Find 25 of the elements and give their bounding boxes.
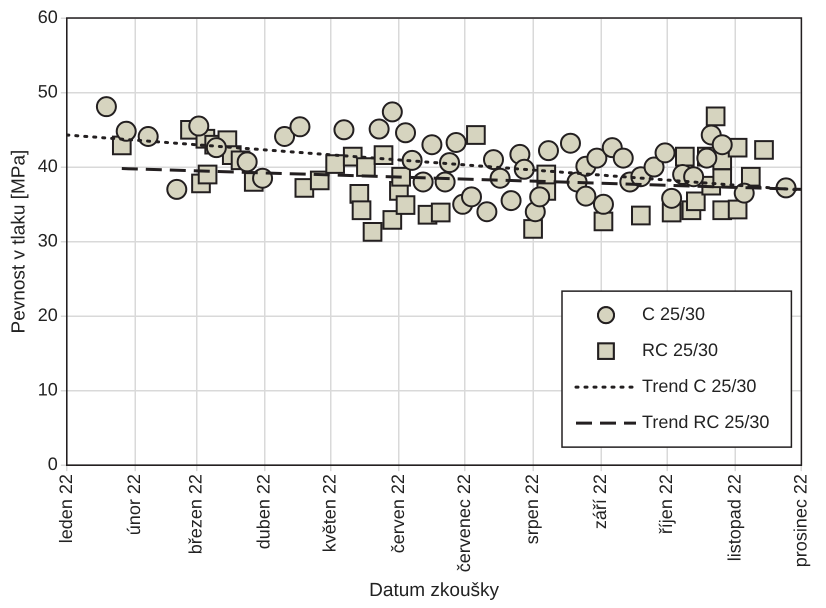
y-tick-label: 40 [38,156,58,176]
y-tick-label: 50 [38,81,58,102]
y-tick-label: 30 [38,230,58,251]
x-tick-label: květen 22 [320,474,340,552]
x-tick-label: září 22 [590,474,610,530]
x-axis-title: Datum zkoušky [369,580,500,601]
x-tick-label: červen 22 [388,474,408,554]
x-tick-label: listopad 22 [724,474,744,562]
x-tick-label: leden 22 [56,474,76,544]
y-tick-label: 20 [38,305,58,326]
legend-label: Trend C 25/30 [642,376,756,396]
legend-label: Trend RC 25/30 [642,412,770,432]
x-tick-label: prosinec 22 [790,474,810,568]
legend-label: C 25/30 [642,304,706,324]
y-axis-title: Pevnost v tlaku [MPa] [8,150,30,334]
x-tick-label: srpen 22 [522,474,542,544]
x-tick-label: říjen 22 [656,474,676,534]
y-tick-label: 60 [38,6,58,27]
x-tick-label: březen 22 [186,474,206,554]
x-tick-label: duben 22 [254,474,274,550]
x-tick-label: červenec 22 [454,474,474,572]
x-tick-label: únor 22 [124,474,144,536]
legend-label: RC 25/30 [642,340,718,360]
y-tick-label: 10 [38,380,58,400]
y-tick-label: 0 [48,454,58,474]
